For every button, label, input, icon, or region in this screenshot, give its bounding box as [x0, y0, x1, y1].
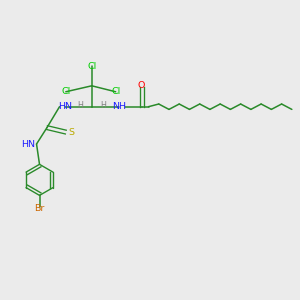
Text: Br: Br	[34, 204, 45, 213]
Text: HN: HN	[21, 140, 35, 148]
Text: Cl: Cl	[61, 87, 70, 96]
Text: H: H	[100, 101, 106, 110]
Text: S: S	[68, 128, 74, 136]
Text: HN: HN	[58, 102, 72, 111]
Text: O: O	[138, 81, 145, 90]
Text: Cl: Cl	[111, 87, 120, 96]
Text: H: H	[77, 101, 83, 110]
Text: Cl: Cl	[87, 62, 96, 71]
Text: NH: NH	[112, 102, 126, 111]
